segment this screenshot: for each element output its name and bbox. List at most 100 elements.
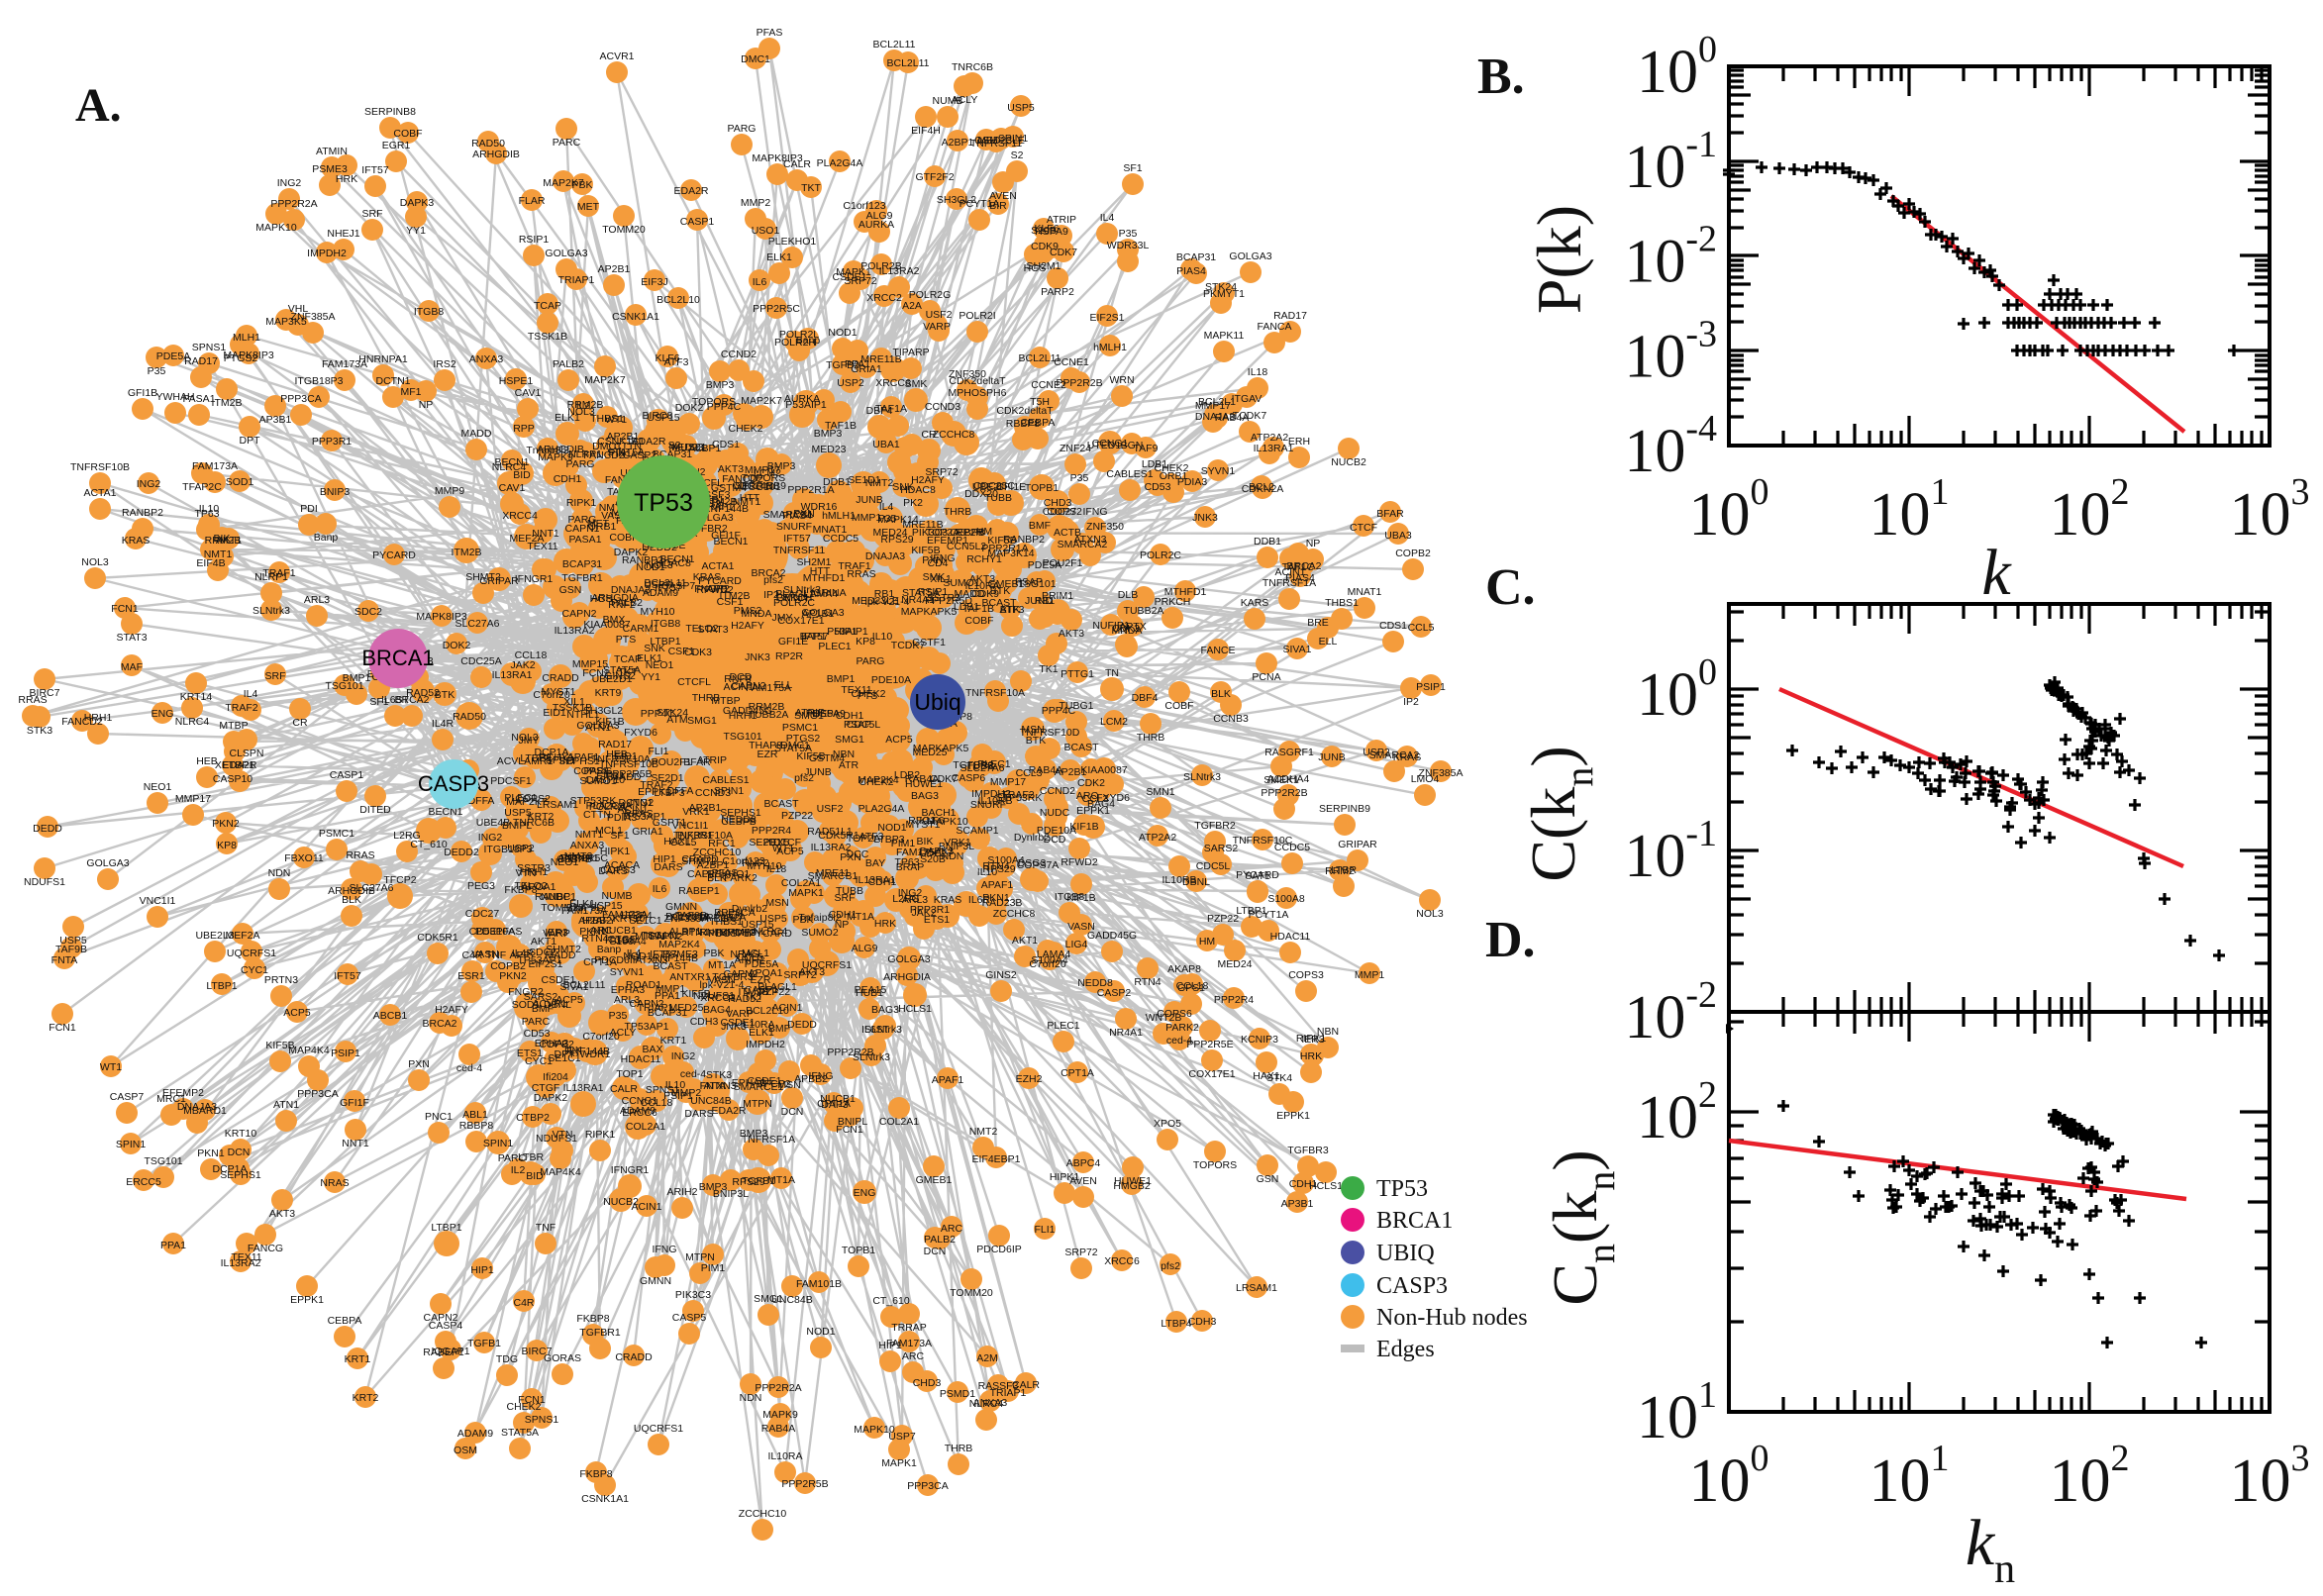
svg-text:PCNA: PCNA	[1252, 671, 1280, 683]
svg-text:IFT57: IFT57	[783, 533, 811, 545]
svg-text:THRB: THRB	[1137, 732, 1165, 744]
svg-text:PKN1: PKN1	[982, 892, 1010, 904]
svg-text:PIAS4: PIAS4	[1176, 265, 1206, 277]
svg-text:RAB4A: RAB4A	[1029, 764, 1062, 776]
svg-text:MYH10: MYH10	[640, 606, 674, 618]
svg-text:PNC1: PNC1	[425, 1111, 453, 1123]
svg-text:TELO2: TELO2	[685, 623, 718, 635]
svg-text:MAP4K4: MAP4K4	[540, 1166, 581, 1178]
svg-text:NUDC: NUDC	[1040, 807, 1070, 819]
svg-text:ANXA3: ANXA3	[469, 353, 504, 365]
svg-text:KRAS: KRAS	[934, 894, 962, 906]
svg-text:PZP22: PZP22	[1207, 913, 1239, 925]
svg-text:ITGB8: ITGB8	[1055, 891, 1085, 903]
svg-text:GFI1F: GFI1F	[711, 530, 741, 542]
svg-text:PARC: PARC	[522, 1016, 551, 1028]
svg-text:ATP2A2: ATP2A2	[1139, 832, 1176, 844]
svg-text:LTBP1: LTBP1	[206, 980, 237, 992]
svg-text:BRCA2: BRCA2	[422, 1018, 456, 1030]
svg-text:GADD45G: GADD45G	[1087, 930, 1137, 942]
svg-text:SRF: SRF	[362, 208, 383, 220]
svg-text:KLF6: KLF6	[655, 352, 679, 364]
svg-text:ACTA1: ACTA1	[83, 487, 116, 499]
svg-text:NUMB: NUMB	[933, 95, 963, 107]
svg-text:NEO1: NEO1	[144, 781, 172, 793]
svg-text:Banp: Banp	[796, 335, 821, 347]
svg-text:LCM2: LCM2	[1100, 716, 1128, 728]
svg-text:PPP3CA: PPP3CA	[280, 393, 321, 405]
svg-text:ARC: ARC	[1076, 790, 1099, 802]
svg-text:CEBPA: CEBPA	[1021, 417, 1056, 429]
svg-text:PLA2G4A: PLA2G4A	[817, 157, 863, 169]
svg-text:XRCC2: XRCC2	[866, 292, 902, 304]
svg-text:IFNGR1: IFNGR1	[611, 1164, 650, 1176]
svg-text:NNT1: NNT1	[532, 528, 559, 540]
svg-text:LTBP1: LTBP1	[1236, 905, 1266, 917]
svg-text:THRB: THRB	[945, 1443, 973, 1454]
svg-text:ELK1: ELK1	[637, 652, 662, 664]
svg-text:MMP1: MMP1	[1355, 969, 1384, 981]
svg-text:ITGAV: ITGAV	[1232, 393, 1262, 405]
svg-text:VRK1: VRK1	[944, 837, 971, 848]
svg-text:MMP15: MMP15	[572, 658, 608, 670]
svg-text:IP2: IP2	[1403, 696, 1419, 708]
svg-text:PKN2: PKN2	[212, 818, 240, 830]
svg-text:NBN: NBN	[1317, 1026, 1339, 1038]
svg-text:SH2M1: SH2M1	[796, 556, 831, 568]
svg-text:MF1: MF1	[401, 386, 422, 398]
svg-text:EIF4EBP1: EIF4EBP1	[971, 1153, 1020, 1165]
svg-text:SYVN1: SYVN1	[1201, 465, 1236, 477]
svg-text:IFNG: IFNG	[808, 1070, 833, 1082]
svg-text:IFNGR1: IFNGR1	[515, 573, 554, 585]
svg-text:HIPK1: HIPK1	[1050, 1171, 1080, 1183]
svg-text:CSNK1A1: CSNK1A1	[581, 1493, 629, 1505]
svg-text:HMGB2: HMGB2	[1113, 1180, 1151, 1192]
svg-text:BCL2L10: BCL2L10	[746, 1005, 789, 1017]
svg-text:VNC1I1: VNC1I1	[672, 820, 709, 832]
svg-text:MT1A: MT1A	[708, 959, 736, 971]
svg-text:FAM175A: FAM175A	[896, 847, 942, 858]
svg-text:SAT1: SAT1	[1245, 870, 1270, 882]
svg-text:ATF3: ATF3	[1000, 604, 1025, 616]
svg-text:MAPK8IP3: MAPK8IP3	[416, 611, 467, 623]
svg-text:MED23: MED23	[668, 442, 703, 453]
svg-text:PPP4C: PPP4C	[707, 401, 742, 413]
svg-text:HRH1: HRH1	[84, 712, 113, 724]
svg-text:UBA3: UBA3	[1384, 530, 1412, 542]
svg-text:PK2: PK2	[903, 497, 923, 509]
svg-text:PXN: PXN	[840, 851, 861, 863]
svg-text:CTBP2: CTBP2	[516, 1112, 550, 1124]
svg-text:DCP1A: DCP1A	[212, 1163, 247, 1175]
svg-text:ERH: ERH	[1288, 436, 1310, 448]
svg-text:MAPK1: MAPK1	[881, 1457, 917, 1469]
svg-text:PKMYT1: PKMYT1	[1203, 288, 1245, 300]
svg-text:CDK2: CDK2	[1077, 777, 1105, 789]
svg-text:ATXN3: ATXN3	[1073, 534, 1106, 546]
svg-text:PPP2R2A: PPP2R2A	[270, 198, 317, 210]
svg-text:DLB: DLB	[1118, 589, 1138, 601]
svg-text:CAV1: CAV1	[499, 482, 526, 494]
svg-text:RFWD2: RFWD2	[1060, 856, 1097, 868]
svg-text:CCL5: CCL5	[670, 837, 697, 848]
svg-text:XRCC6: XRCC6	[875, 377, 911, 389]
svg-text:SIVA1: SIVA1	[1283, 644, 1312, 655]
svg-text:SE2D1: SE2D1	[749, 837, 781, 848]
svg-text:PYCARD: PYCARD	[372, 549, 416, 561]
svg-text:TOP1: TOP1	[616, 1068, 643, 1080]
svg-text:EIF3J: EIF3J	[641, 276, 667, 288]
svg-text:CRADD: CRADD	[615, 1351, 653, 1363]
svg-text:STK24: STK24	[656, 707, 688, 719]
svg-text:RRM2B: RRM2B	[567, 399, 604, 411]
svg-text:PPP2R4: PPP2R4	[752, 825, 791, 837]
svg-text:RB1: RB1	[874, 588, 895, 600]
svg-text:CDK2deltaT: CDK2deltaT	[996, 405, 1054, 417]
svg-text:RAD51L1: RAD51L1	[807, 826, 853, 838]
svg-text:AKAP8: AKAP8	[1167, 963, 1201, 975]
svg-text:WNT2B: WNT2B	[1146, 1012, 1182, 1024]
svg-text:BNIP3L: BNIP3L	[713, 1188, 749, 1200]
svg-text:DCTN1: DCTN1	[618, 797, 653, 809]
svg-text:IFNG: IFNG	[652, 1244, 676, 1255]
svg-text:GRIPAR: GRIPAR	[479, 575, 519, 587]
svg-text:ARHGDIA: ARHGDIA	[883, 971, 931, 983]
svg-text:KCNIP3: KCNIP3	[1241, 1034, 1278, 1046]
